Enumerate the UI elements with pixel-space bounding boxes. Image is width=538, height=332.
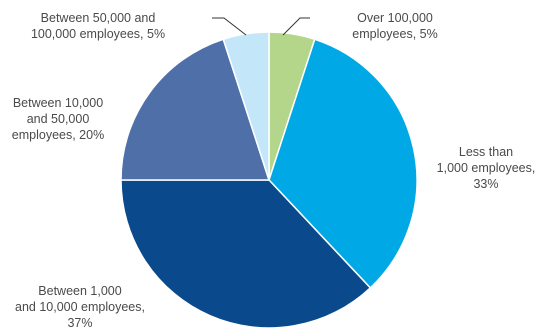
slice-label-10000-50000: Between 10,000 and 50,000 employees, 20% [12,96,104,142]
label-line: Between 50,000 and [41,11,156,25]
label-line: 1,000 employees, [437,161,536,175]
slice-label-less-than-1000: Less than 1,000 employees, 33% [437,145,536,191]
label-line: employees, 5% [352,27,437,41]
label-line: and 50,000 [27,112,90,126]
pie-slice-2 [120,179,372,329]
label-line: Over 100,000 [357,11,433,25]
leader-lines [212,17,310,36]
pie-slice-4 [222,31,270,181]
label-line: employees, 20% [12,128,104,142]
slice-label-50000-100000: Between 50,000 and 100,000 employees, 5% [31,11,165,41]
label-line: 100,000 employees, 5% [31,27,165,41]
label-line: 33% [473,177,498,191]
pie-slice-1 [268,38,418,289]
pie-slices [120,31,418,329]
label-line: Between 1,000 [38,284,121,298]
leader-line-over-100000 [282,17,310,36]
label-line: Less than [459,145,513,159]
slice-label-1000-10000: Between 1,000 and 10,000 employees, 37% [15,284,145,330]
label-line: and 10,000 employees, [15,300,145,314]
label-line: 37% [67,316,92,330]
label-line: Between 10,000 [13,96,103,110]
leader-line-50000-100000 [212,17,247,36]
pie-slice-3 [120,38,271,181]
slice-label-over-100000: Over 100,000 employees, 5% [352,11,437,41]
